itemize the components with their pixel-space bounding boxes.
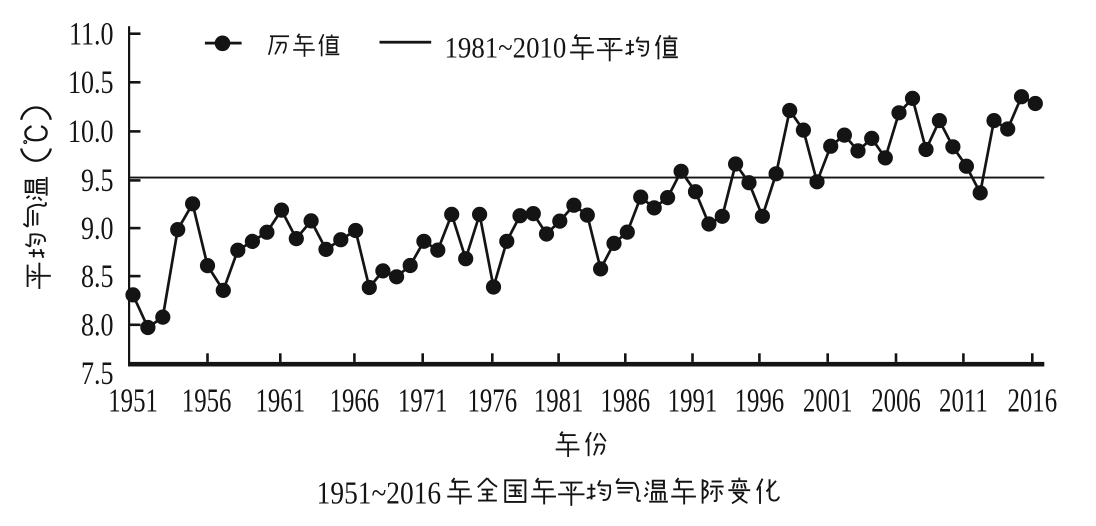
svg-text:10.5: 10.5 bbox=[68, 65, 113, 100]
svg-text:1966: 1966 bbox=[330, 382, 380, 420]
svg-text:11.0: 11.0 bbox=[69, 17, 114, 52]
svg-text:1951~2016: 1951~2016 bbox=[317, 477, 441, 511]
svg-text:10.0: 10.0 bbox=[68, 115, 113, 150]
svg-text:1951: 1951 bbox=[108, 382, 158, 420]
svg-text:7.5: 7.5 bbox=[81, 356, 113, 391]
svg-text:8.0: 8.0 bbox=[81, 308, 113, 343]
svg-text:1986: 1986 bbox=[600, 382, 650, 420]
svg-text:1976: 1976 bbox=[467, 382, 517, 420]
svg-text:2011: 2011 bbox=[939, 382, 988, 420]
svg-text:1956: 1956 bbox=[182, 382, 232, 420]
svg-text:8.5: 8.5 bbox=[81, 259, 113, 294]
svg-text:1981: 1981 bbox=[534, 382, 584, 420]
svg-text:2016: 2016 bbox=[1007, 382, 1057, 420]
svg-text:1991: 1991 bbox=[668, 382, 718, 420]
svg-text:1996: 1996 bbox=[735, 382, 785, 420]
svg-text:1981~2010: 1981~2010 bbox=[444, 32, 566, 64]
svg-text:2001: 2001 bbox=[803, 382, 853, 420]
svg-text:9.5: 9.5 bbox=[81, 164, 113, 199]
svg-text:9.0: 9.0 bbox=[81, 211, 113, 246]
svg-text:1961: 1961 bbox=[255, 382, 305, 420]
svg-text:1971: 1971 bbox=[398, 382, 448, 420]
svg-text:2006: 2006 bbox=[871, 382, 921, 420]
